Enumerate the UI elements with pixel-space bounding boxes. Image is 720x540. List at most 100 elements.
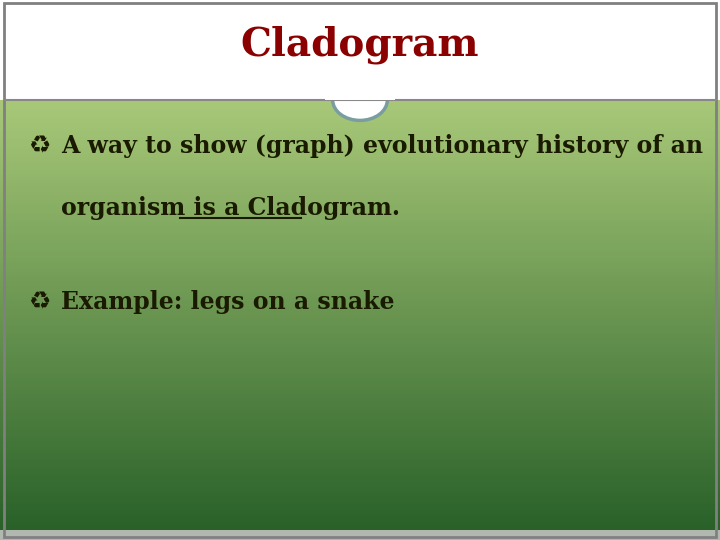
Bar — [0, 244, 720, 246]
Bar — [0, 387, 720, 390]
Bar — [0, 332, 720, 335]
Bar — [0, 269, 720, 272]
Bar — [0, 410, 720, 413]
Bar — [0, 367, 720, 369]
Bar — [0, 519, 720, 522]
Bar — [0, 109, 720, 111]
Bar — [0, 341, 720, 344]
Bar — [0, 433, 720, 436]
Bar — [0, 252, 720, 255]
Bar — [0, 373, 720, 375]
Bar — [0, 255, 720, 258]
Bar — [0, 502, 720, 504]
Bar — [0, 456, 720, 458]
Bar — [0, 361, 720, 364]
Bar — [0, 117, 720, 120]
Bar — [0, 522, 720, 524]
Bar — [0, 258, 720, 261]
Bar — [0, 344, 720, 347]
Bar — [0, 186, 720, 189]
Bar — [0, 504, 720, 507]
Bar — [0, 323, 720, 327]
Bar — [0, 103, 720, 106]
Bar — [0, 218, 720, 220]
Bar — [0, 436, 720, 438]
Bar — [0, 327, 720, 329]
Bar — [0, 438, 720, 441]
Bar — [0, 413, 720, 415]
Bar — [0, 507, 720, 510]
Bar — [0, 453, 720, 456]
Text: organism is a Cladogram.: organism is a Cladogram. — [61, 196, 400, 220]
Bar — [0, 524, 720, 528]
Bar — [0, 194, 720, 198]
Bar — [0, 166, 720, 169]
Bar — [0, 407, 720, 410]
Bar — [0, 154, 720, 157]
Circle shape — [333, 79, 387, 120]
Bar — [0, 160, 720, 163]
Bar — [0, 441, 720, 444]
Bar — [0, 444, 720, 447]
Bar — [0, 461, 720, 464]
Text: ♻: ♻ — [29, 291, 51, 314]
Bar — [0, 427, 720, 430]
Bar — [0, 303, 720, 307]
Bar — [0, 390, 720, 393]
Bar — [0, 148, 720, 152]
Bar — [0, 123, 720, 126]
Bar — [0, 266, 720, 269]
Bar — [0, 487, 720, 490]
Bar — [0, 131, 720, 134]
Bar — [0, 347, 720, 349]
Bar — [0, 338, 720, 341]
Bar — [0, 272, 720, 275]
Bar — [0, 315, 720, 318]
Bar — [0, 206, 720, 209]
Bar — [0, 281, 720, 284]
Bar — [0, 192, 720, 194]
Bar — [0, 134, 720, 137]
Bar — [0, 264, 720, 266]
Bar — [0, 307, 720, 309]
Bar — [0, 358, 720, 361]
Bar — [0, 298, 720, 301]
Bar — [0, 286, 720, 289]
Bar — [0, 137, 720, 140]
Bar — [0, 473, 720, 476]
Bar — [0, 240, 720, 244]
Bar — [0, 450, 720, 453]
Bar — [0, 106, 720, 109]
Bar — [0, 478, 720, 482]
Bar — [0, 447, 720, 450]
Bar — [0, 476, 720, 478]
Bar — [0, 232, 720, 235]
Text: A way to show (graph) evolutionary history of an: A way to show (graph) evolutionary histo… — [61, 134, 703, 158]
Bar — [325, 74, 395, 100]
Bar — [0, 129, 720, 131]
Bar — [0, 312, 720, 315]
Bar — [0, 369, 720, 373]
Bar — [0, 482, 720, 484]
Bar — [0, 490, 720, 493]
Bar — [0, 226, 720, 229]
Bar — [0, 493, 720, 496]
Bar — [0, 470, 720, 473]
Bar — [0, 198, 720, 200]
Bar — [0, 430, 720, 433]
Bar — [0, 301, 720, 303]
Bar — [0, 516, 720, 519]
Bar — [0, 415, 720, 418]
Bar — [0, 349, 720, 353]
Bar — [0, 355, 720, 358]
Bar — [0, 235, 720, 238]
Bar — [0, 100, 720, 103]
Bar — [0, 143, 720, 146]
Bar — [0, 484, 720, 487]
Bar — [0, 220, 720, 223]
Bar — [0, 172, 720, 174]
Text: Example: legs on a snake: Example: legs on a snake — [61, 291, 395, 314]
Bar — [0, 404, 720, 407]
Bar — [0, 329, 720, 332]
Bar — [0, 203, 720, 206]
